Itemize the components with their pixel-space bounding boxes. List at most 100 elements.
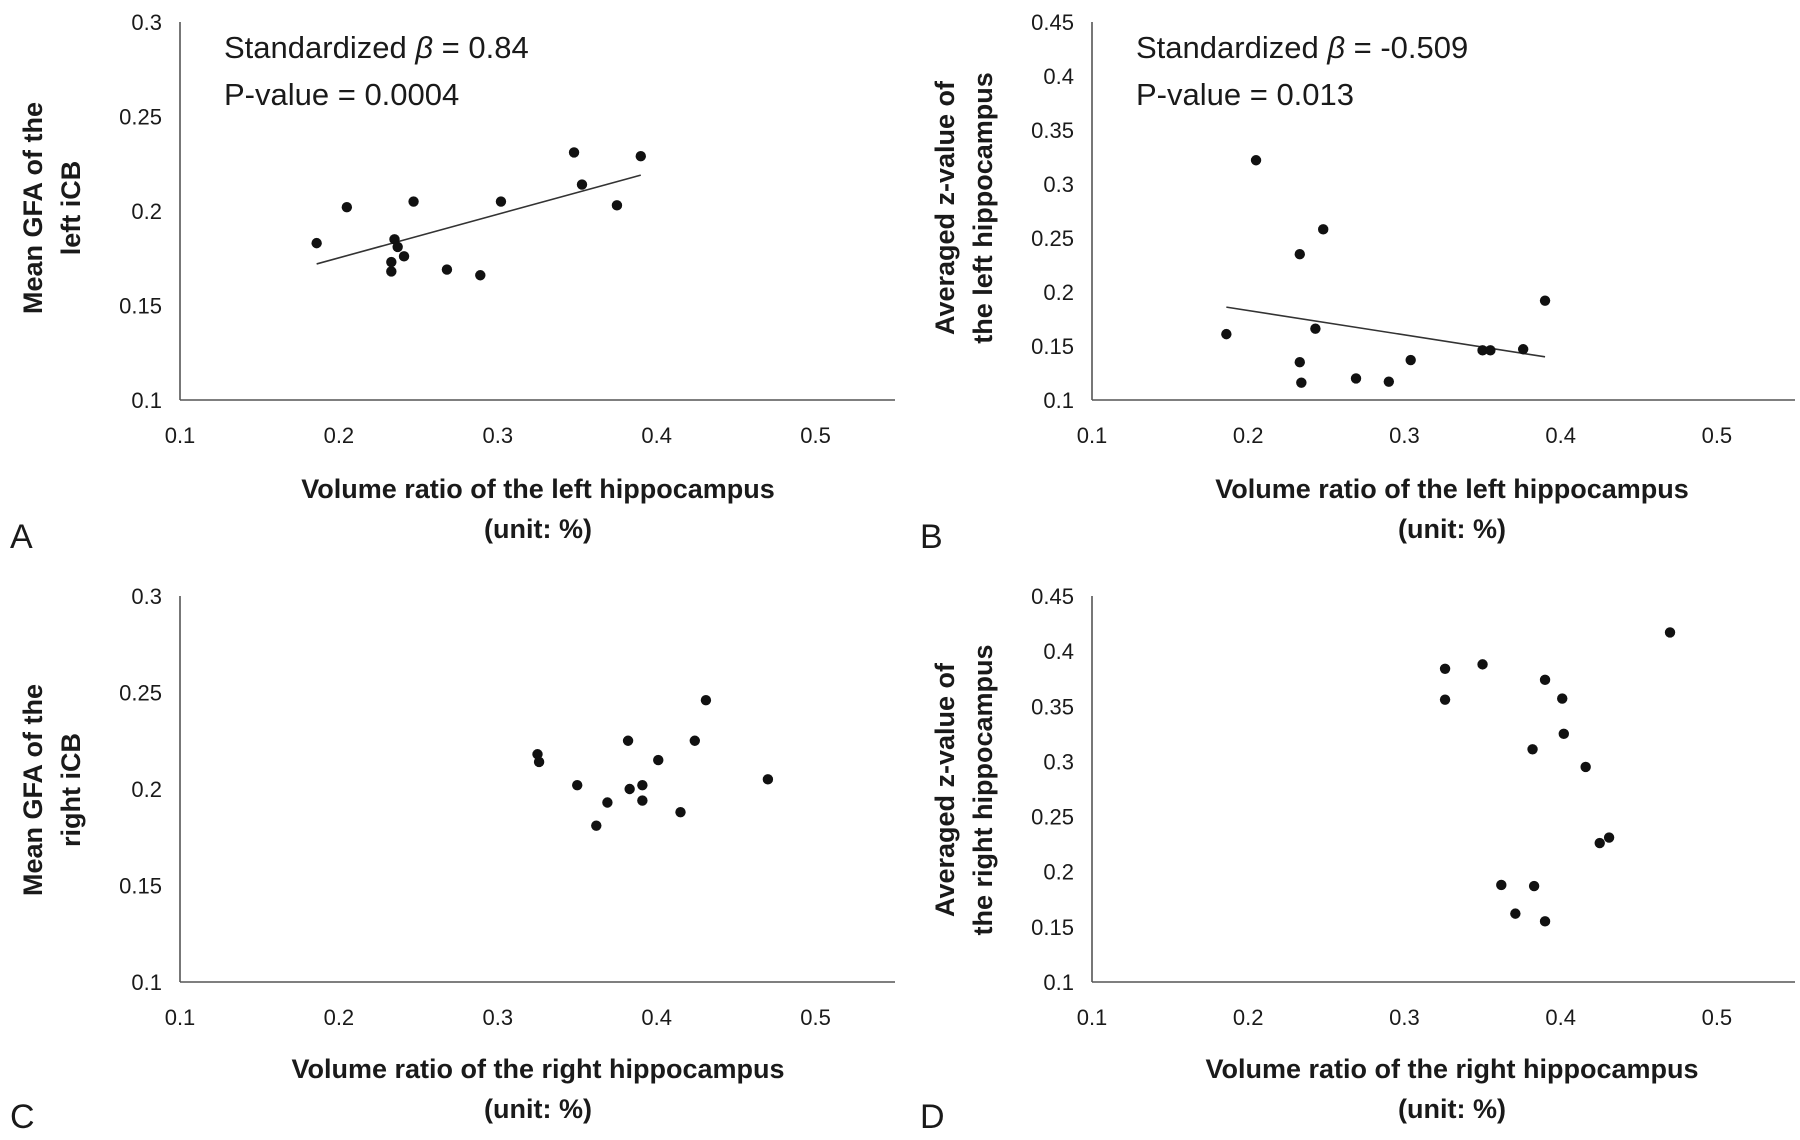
x-axis-title: (unit: %) bbox=[484, 1094, 592, 1124]
panel-letter: C bbox=[10, 1098, 35, 1136]
data-point bbox=[386, 256, 397, 268]
data-point bbox=[398, 251, 410, 262]
data-point bbox=[1383, 376, 1395, 387]
y-tick-label: 0.2 bbox=[1043, 280, 1074, 305]
data-point bbox=[1296, 377, 1307, 388]
data-point bbox=[441, 264, 453, 275]
beta-symbol: β bbox=[1326, 30, 1345, 65]
y-tick-label: 0.25 bbox=[119, 681, 162, 706]
data-point bbox=[532, 749, 543, 760]
data-point bbox=[762, 774, 774, 785]
x-tick-label: 0.1 bbox=[165, 423, 196, 448]
panel-letter: B bbox=[920, 518, 943, 556]
data-point bbox=[1294, 249, 1305, 260]
data-point bbox=[1350, 373, 1362, 384]
y-tick-label: 0.25 bbox=[1031, 805, 1074, 830]
y-axis-title-line: the right hippocampus bbox=[968, 644, 998, 935]
y-tick-label: 0.15 bbox=[119, 294, 162, 319]
data-point bbox=[1527, 744, 1538, 755]
x-tick-label: 0.5 bbox=[1702, 423, 1733, 448]
x-tick-label: 0.2 bbox=[1233, 1005, 1264, 1030]
x-tick-label: 0.1 bbox=[1077, 423, 1108, 448]
y-tick-label: 0.2 bbox=[1043, 860, 1074, 885]
x-tick-label: 0.3 bbox=[482, 423, 513, 448]
data-point bbox=[1539, 295, 1551, 306]
data-point bbox=[1510, 908, 1521, 919]
data-point bbox=[624, 783, 635, 795]
trend-line bbox=[1226, 306, 1546, 358]
beta-prefix: Standardized bbox=[1136, 30, 1327, 65]
data-point bbox=[495, 196, 507, 207]
x-tick-label: 0.5 bbox=[1702, 1005, 1733, 1030]
y-axis-title: Mean GFA of the right iCB bbox=[18, 684, 86, 896]
data-point bbox=[1310, 323, 1321, 334]
x-tick-label: 0.4 bbox=[1545, 423, 1576, 448]
data-point bbox=[622, 735, 634, 746]
y-axis-title-line: Averaged z-value of bbox=[930, 662, 960, 917]
y-axis-title: Averaged z-value of the right hippocampus bbox=[930, 644, 998, 935]
y-tick-label: 0.15 bbox=[1031, 915, 1074, 940]
y-tick-label: 0.25 bbox=[119, 105, 162, 130]
y-tick-label: 0.2 bbox=[131, 199, 162, 224]
data-point bbox=[700, 695, 712, 706]
data-point bbox=[1664, 627, 1676, 638]
x-axis-title: Volume ratio of the right hippocampus bbox=[291, 1054, 784, 1084]
data-point bbox=[1557, 693, 1568, 704]
data-point bbox=[576, 179, 588, 190]
y-tick-label: 0.45 bbox=[1031, 584, 1074, 609]
y-tick-label: 0.1 bbox=[131, 388, 162, 413]
data-point bbox=[1439, 663, 1451, 674]
y-tick-label: 0.25 bbox=[1031, 226, 1074, 251]
y-tick-label: 0.15 bbox=[1031, 334, 1074, 359]
x-tick-label: 0.3 bbox=[482, 1005, 513, 1030]
data-point bbox=[533, 756, 545, 768]
beta-annotation: Standardized β = 0.84 bbox=[224, 30, 529, 65]
y-axis-title-line: Mean GFA of the bbox=[18, 102, 48, 314]
data-point bbox=[1477, 659, 1488, 670]
data-point bbox=[1603, 832, 1615, 843]
y-axis-title-line: the left hippocampus bbox=[968, 72, 998, 344]
x-tick-label: 0.2 bbox=[324, 1005, 355, 1030]
y-tick-label: 0.3 bbox=[1043, 749, 1074, 774]
y-axis-title-line: right iCB bbox=[56, 733, 86, 847]
x-axis-title: Volume ratio of the left hippocampus bbox=[301, 474, 775, 504]
x-tick-label: 0.4 bbox=[641, 423, 672, 448]
y-tick-label: 0.1 bbox=[1043, 388, 1074, 413]
x-axis-title: Volume ratio of the left hippocampus bbox=[1215, 474, 1689, 504]
data-point bbox=[635, 150, 646, 162]
y-tick-label: 0.15 bbox=[119, 874, 162, 899]
beta-symbol: β bbox=[414, 30, 433, 65]
data-point bbox=[1250, 155, 1262, 166]
data-point bbox=[572, 779, 583, 791]
x-axis-title: (unit: %) bbox=[1398, 1094, 1506, 1124]
beta-value: = 0.84 bbox=[433, 30, 529, 65]
data-point bbox=[341, 202, 353, 213]
data-point bbox=[1318, 224, 1329, 235]
data-point bbox=[689, 735, 700, 746]
y-axis-title-line: left iCB bbox=[56, 161, 86, 256]
data-point bbox=[1294, 357, 1305, 368]
data-point bbox=[311, 237, 322, 249]
data-point bbox=[1539, 916, 1551, 927]
panel-letter: A bbox=[10, 518, 33, 556]
data-point bbox=[637, 795, 648, 806]
x-tick-label: 0.2 bbox=[1233, 423, 1264, 448]
y-tick-label: 0.2 bbox=[131, 777, 162, 802]
p-value-annotation: P-value = 0.0004 bbox=[224, 77, 459, 112]
data-point bbox=[591, 820, 602, 831]
y-axis-title: Averaged z-value of the left hippocampus bbox=[930, 72, 998, 344]
data-point bbox=[568, 147, 580, 158]
y-tick-label: 0.3 bbox=[1043, 172, 1074, 197]
data-point bbox=[1558, 728, 1569, 740]
x-axis-title: Volume ratio of the right hippocampus bbox=[1205, 1054, 1698, 1084]
x-tick-label: 0.5 bbox=[800, 1005, 831, 1030]
beta-value: = -0.509 bbox=[1345, 30, 1468, 65]
x-axis-title: (unit: %) bbox=[484, 514, 592, 544]
data-point bbox=[602, 797, 613, 808]
y-tick-label: 0.1 bbox=[131, 970, 162, 995]
y-tick-label: 0.3 bbox=[131, 584, 162, 609]
data-point bbox=[386, 266, 397, 277]
y-tick-label: 0.45 bbox=[1031, 10, 1074, 35]
data-point bbox=[1221, 328, 1232, 340]
